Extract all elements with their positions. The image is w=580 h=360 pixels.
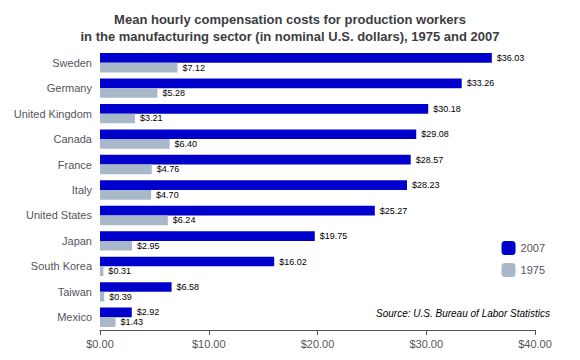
- svg-text:$29.08: $29.08: [421, 129, 449, 139]
- svg-text:$4.70: $4.70: [156, 190, 179, 200]
- svg-text:$30.00: $30.00: [409, 338, 443, 350]
- svg-text:$5.28: $5.28: [162, 88, 185, 98]
- svg-text:Italy: Italy: [72, 184, 93, 196]
- svg-text:$6.24: $6.24: [173, 215, 196, 225]
- svg-text:$3.21: $3.21: [140, 113, 163, 123]
- svg-text:$10.00: $10.00: [192, 338, 226, 350]
- svg-text:$33.26: $33.26: [467, 78, 495, 88]
- svg-text:Taiwan: Taiwan: [58, 286, 92, 298]
- svg-text:$19.75: $19.75: [320, 231, 348, 241]
- svg-text:$1.43: $1.43: [121, 317, 144, 327]
- svg-text:2007: 2007: [521, 242, 545, 254]
- svg-text:$36.03: $36.03: [497, 53, 525, 63]
- svg-text:$2.92: $2.92: [137, 307, 160, 317]
- svg-text:$6.58: $6.58: [177, 282, 200, 292]
- svg-text:$28.57: $28.57: [416, 155, 444, 165]
- svg-text:France: France: [58, 159, 92, 171]
- svg-text:$16.02: $16.02: [279, 257, 307, 267]
- svg-text:$28.23: $28.23: [412, 180, 440, 190]
- svg-text:$6.40: $6.40: [175, 139, 198, 149]
- svg-text:$25.27: $25.27: [380, 206, 408, 216]
- svg-text:Mean hourly compensation costs: Mean hourly compensation costs for produ…: [114, 12, 466, 27]
- svg-text:$2.95: $2.95: [137, 241, 160, 251]
- svg-text:$30.18: $30.18: [433, 104, 461, 114]
- svg-text:Canada: Canada: [53, 133, 92, 145]
- svg-text:$0.00: $0.00: [86, 338, 114, 350]
- svg-text:$40.00: $40.00: [518, 338, 552, 350]
- svg-text:Sweden: Sweden: [52, 57, 92, 69]
- svg-text:1975: 1975: [521, 264, 545, 276]
- svg-text:Source: U.S. Bureau of Labor S: Source: U.S. Bureau of Labor Statistics: [376, 308, 550, 319]
- svg-text:Mexico: Mexico: [57, 311, 92, 323]
- svg-text:$0.31: $0.31: [108, 266, 131, 276]
- svg-text:United Kingdom: United Kingdom: [14, 108, 92, 120]
- svg-text:Japan: Japan: [62, 235, 92, 247]
- svg-text:in the manufacturing sector (i: in the manufacturing sector (in nominal …: [81, 29, 500, 44]
- svg-text:United States: United States: [26, 209, 93, 221]
- svg-text:$7.12: $7.12: [182, 63, 205, 73]
- svg-text:$20.00: $20.00: [301, 338, 335, 350]
- svg-text:Germany: Germany: [47, 82, 93, 94]
- svg-text:$4.76: $4.76: [157, 164, 180, 174]
- svg-text:$0.39: $0.39: [109, 292, 132, 302]
- svg-text:South Korea: South Korea: [31, 260, 93, 272]
